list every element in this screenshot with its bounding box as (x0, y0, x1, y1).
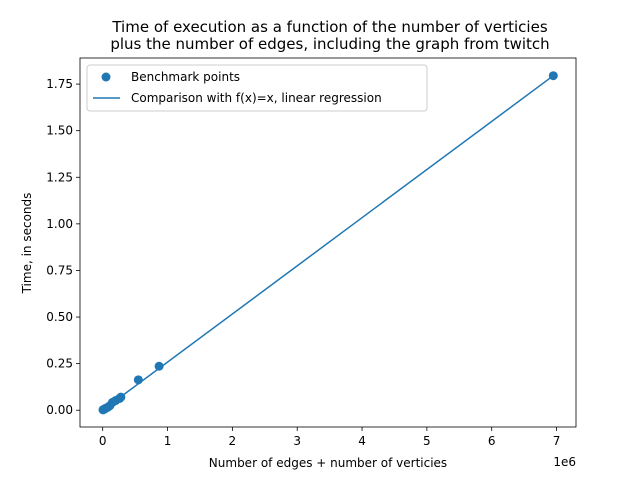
x-tick-label: 6 (488, 434, 496, 448)
benchmark-point (133, 375, 143, 385)
legend-marker-benchmark-icon (101, 72, 111, 82)
legend-box (86, 64, 428, 112)
y-tick-label: 1.50 (46, 124, 73, 138)
x-axis-offset-text: 1e6 (553, 455, 576, 469)
x-tick-label: 3 (293, 434, 301, 448)
y-tick-label: 0.25 (46, 357, 73, 371)
axes-frame (79, 57, 577, 428)
x-tick-label: 7 (553, 434, 561, 448)
y-axis-label: Time, in seconds (20, 193, 34, 295)
x-tick-label: 4 (358, 434, 366, 448)
benchmark-point (154, 361, 164, 371)
benchmark-point (116, 392, 126, 402)
benchmark-point (548, 71, 558, 81)
x-tick-label: 1 (164, 434, 172, 448)
x-tick-label: 0 (99, 434, 107, 448)
y-tick-label: 1.75 (46, 77, 73, 91)
x-axis-label: Number of edges + number of verticies (209, 456, 447, 470)
x-tick-label: 5 (423, 434, 431, 448)
legend-label-benchmark: Benchmark points (131, 70, 240, 84)
legend: Benchmark points Comparison with f(x)=x,… (86, 64, 428, 112)
y-tick-label: 1.00 (46, 217, 73, 231)
plot-area: 0 1 2 3 4 5 6 7 0.00 0.25 0.50 0.75 1.00 1.25 1.50 1.75 (46, 57, 577, 448)
y-tick-label: 1.25 (46, 170, 73, 184)
regression-line (102, 75, 554, 411)
y-tick-label: 0.50 (46, 310, 73, 324)
legend-label-regression: Comparison with f(x)=x, linear regressio… (131, 91, 382, 105)
y-tick-label: 0.75 (46, 263, 73, 277)
x-tick-label: 2 (229, 434, 237, 448)
chart-title-line-2: plus the number of edges, including the … (110, 35, 549, 53)
chart-title-line-1: Time of execution as a function of the n… (111, 18, 547, 36)
y-tick-label: 0.00 (46, 403, 73, 417)
